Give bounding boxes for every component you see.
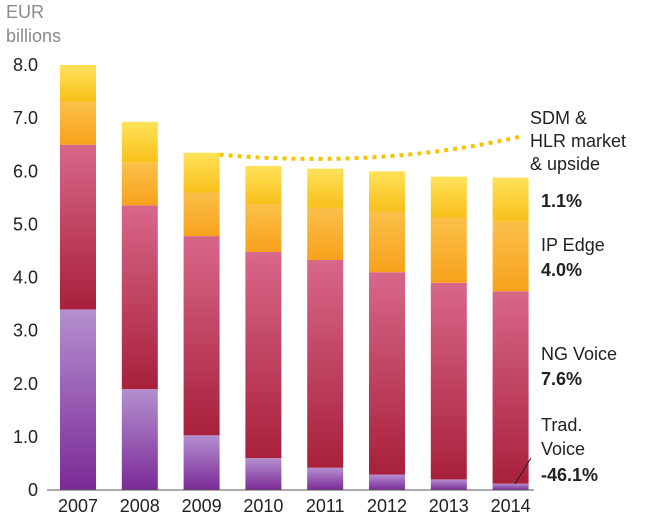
y-tick-label: 6.0	[13, 161, 38, 181]
annotation-line-1: SDM &	[530, 108, 587, 128]
bar-segment-ng-voice-2009	[183, 236, 220, 436]
bar-segment-trad-voice-2009	[183, 435, 220, 490]
x-axis: 2007 2008 2009 2010 2011 2012 2013 2014	[58, 496, 531, 516]
x-tick-label-2012: 2012	[367, 496, 407, 516]
bar-segment-trad-voice-2010	[245, 458, 282, 490]
y-tick-label: 8.0	[13, 55, 38, 75]
unit-label-eur: EUR	[6, 2, 44, 22]
x-tick-label-2013: 2013	[429, 496, 469, 516]
bar-segment-ip-edge-2009	[183, 192, 220, 237]
bar-segment-ng-voice-2010	[245, 252, 282, 459]
y-axis: 0 1.0 2.0 3.0 4.0 5.0 6.0 7.0 8.0	[13, 55, 38, 500]
y-tick-label: 5.0	[13, 214, 38, 234]
bar-segment-trad-voice-2011	[307, 467, 344, 490]
trad-voice-label-line1: Trad.	[541, 415, 582, 435]
bar-segment-ng-voice-2014	[492, 291, 529, 484]
y-tick-label: 2.0	[13, 374, 38, 394]
ng-voice-label: NG Voice	[541, 344, 617, 364]
y-tick-label: 0	[28, 480, 38, 500]
x-tick-label-2007: 2007	[58, 496, 98, 516]
ng-voice-cagr: 7.6%	[541, 369, 582, 389]
bar-segment-ng-voice-2008	[121, 205, 158, 390]
annotation-line-3: & upside	[530, 154, 600, 174]
bar-segment-ng-voice-2012	[369, 272, 405, 475]
bars	[60, 65, 529, 490]
bar-segment-ip-edge-2010	[245, 204, 282, 252]
bar-segment-sdm-hlr-market-upside-2007	[60, 65, 96, 103]
bar-segment-trad-voice-2012	[369, 474, 405, 490]
trad-voice-label-line2: Voice	[541, 439, 585, 459]
bar-segment-sdm-hlr-market-upside-2009	[183, 152, 220, 193]
annotation-line-2: HLR market	[530, 131, 626, 151]
sdm-upside-dotted-line	[219, 134, 521, 161]
bar-segment-sdm-hlr-market-upside-2011	[307, 168, 344, 208]
ip-edge-label: IP Edge	[541, 235, 605, 255]
bar-segment-trad-voice-2013	[430, 479, 467, 490]
x-tick-label-2008: 2008	[120, 496, 160, 516]
bar-segment-ip-edge-2008	[121, 162, 158, 206]
bar-segment-ip-edge-2012	[369, 211, 405, 273]
bar-segment-ng-voice-2011	[307, 260, 344, 468]
x-tick-label-2010: 2010	[243, 496, 283, 516]
y-tick-label: 1.0	[13, 427, 38, 447]
bar-segment-ng-voice-2007	[60, 144, 96, 310]
trad-voice-leader-line	[514, 457, 532, 485]
y-tick-label: 3.0	[13, 321, 38, 341]
bar-segment-sdm-hlr-market-upside-2013	[430, 176, 467, 218]
bar-segment-ip-edge-2013	[430, 217, 467, 283]
bar-segment-ip-edge-2014	[492, 221, 529, 292]
sdm-cagr: 1.1%	[541, 191, 582, 211]
bar-segment-ng-voice-2013	[430, 282, 467, 480]
y-tick-label: 7.0	[13, 108, 38, 128]
bar-segment-trad-voice-2007	[60, 309, 96, 490]
bar-segment-sdm-hlr-market-upside-2010	[245, 165, 282, 205]
x-tick-label-2011: 2011	[306, 496, 345, 516]
bar-segment-ip-edge-2007	[60, 102, 96, 145]
bar-segment-sdm-hlr-market-upside-2014	[492, 177, 529, 222]
y-tick-label: 4.0	[13, 268, 38, 288]
bar-segment-sdm-hlr-market-upside-2008	[121, 121, 158, 163]
bar-segment-trad-voice-2014	[492, 483, 529, 490]
trad-voice-cagr: -46.1%	[541, 465, 598, 485]
unit-label-billions: billions	[6, 26, 61, 46]
bar-segment-ip-edge-2011	[307, 207, 344, 260]
bar-segment-trad-voice-2008	[121, 389, 158, 490]
x-tick-label-2014: 2014	[491, 496, 531, 516]
bar-segment-sdm-hlr-market-upside-2012	[369, 171, 405, 212]
x-tick-label-2009: 2009	[182, 496, 222, 516]
ip-edge-cagr: 4.0%	[541, 260, 582, 280]
